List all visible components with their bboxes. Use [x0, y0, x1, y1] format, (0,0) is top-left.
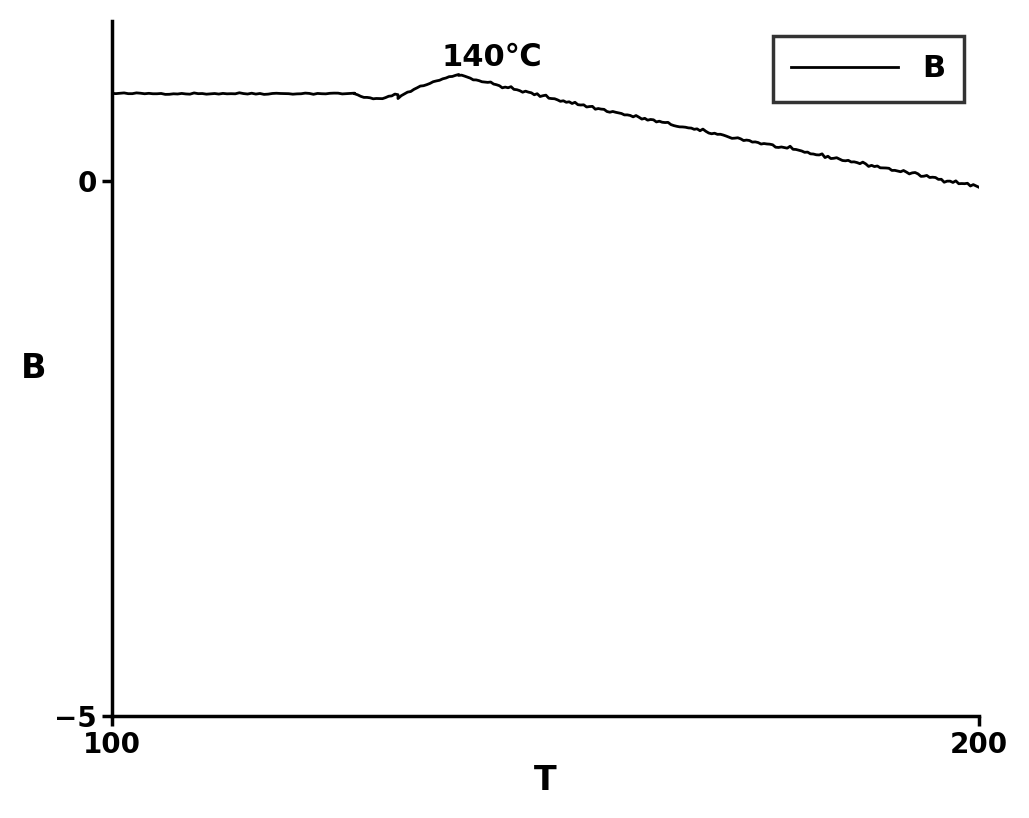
Text: 140℃: 140℃	[441, 43, 542, 72]
X-axis label: T: T	[534, 764, 557, 798]
Y-axis label: B: B	[21, 352, 46, 385]
Legend: B: B	[773, 36, 964, 101]
